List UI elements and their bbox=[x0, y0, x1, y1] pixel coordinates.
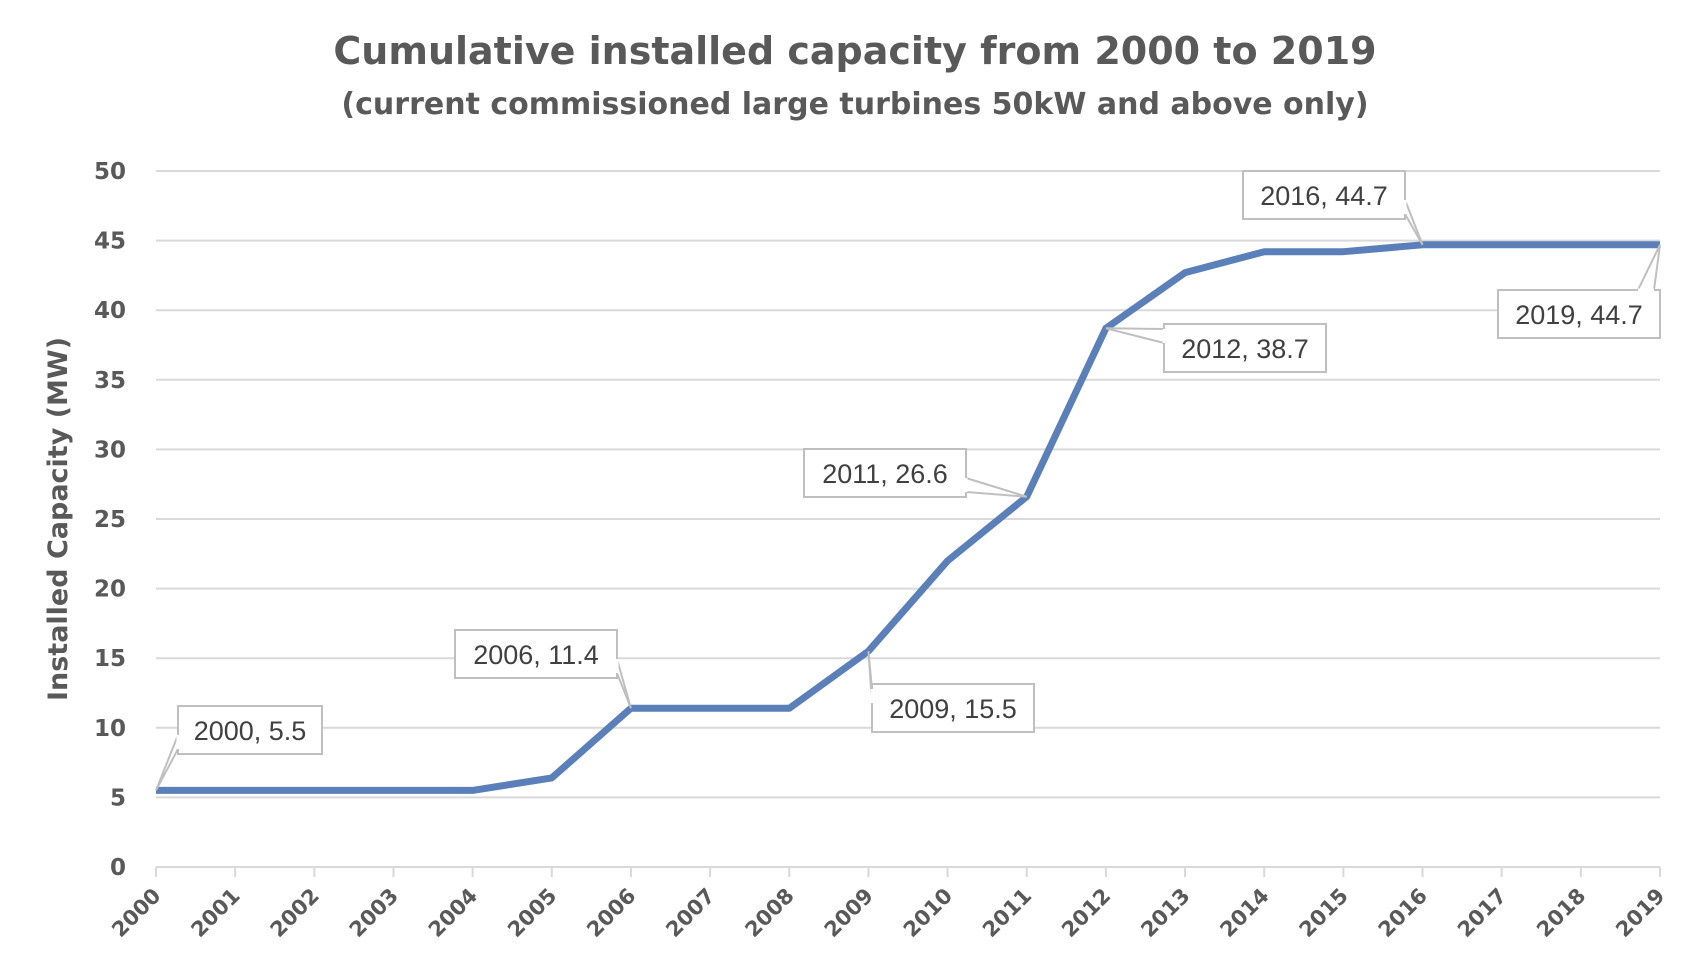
y-tick-label: 50 bbox=[94, 159, 126, 185]
callout-pointer bbox=[616, 658, 632, 709]
x-tick-label: 2003 bbox=[345, 884, 403, 942]
y-tick-label: 15 bbox=[94, 646, 126, 672]
data-label: 2012, 38.7 bbox=[1181, 334, 1309, 364]
x-tick-label: 2005 bbox=[503, 884, 561, 942]
data-label: 2016, 44.7 bbox=[1260, 181, 1388, 211]
x-tick-label: 2014 bbox=[1215, 884, 1273, 942]
y-tick-label: 40 bbox=[94, 298, 126, 324]
y-tick-label: 5 bbox=[110, 785, 126, 811]
data-label-callout: 2011, 26.6 bbox=[803, 448, 1028, 498]
data-label: 2011, 26.6 bbox=[822, 459, 948, 489]
callout-pointer bbox=[965, 476, 1028, 498]
y-tick-label: 0 bbox=[110, 855, 126, 881]
x-tick-label: 2018 bbox=[1532, 884, 1590, 942]
data-label-callout: 2006, 11.4 bbox=[454, 629, 632, 709]
callout-pointer bbox=[155, 734, 179, 791]
y-tick-label: 35 bbox=[94, 368, 126, 394]
y-tick-label: 45 bbox=[94, 229, 126, 255]
data-label: 2009, 15.5 bbox=[889, 694, 1017, 724]
chart-title: Cumulative installed capacity from 2000 … bbox=[333, 29, 1376, 73]
x-axis: 2000 2001 2002 2003 2004 2005 2006 2007 2008 2009… bbox=[107, 866, 1670, 942]
x-tick-label: 2012 bbox=[1057, 884, 1115, 942]
y-tick-label: 25 bbox=[94, 507, 126, 533]
callout-box bbox=[1163, 323, 1327, 373]
x-tick-label: 2000 bbox=[107, 884, 165, 942]
data-label: 2019, 44.7 bbox=[1515, 300, 1643, 330]
callout-box bbox=[1242, 170, 1406, 220]
x-tick-label: 2001 bbox=[186, 884, 244, 942]
x-tick-label: 2006 bbox=[582, 884, 640, 942]
series-group bbox=[156, 241, 1660, 794]
data-label-callout: 2012, 38.7 bbox=[1105, 323, 1327, 373]
x-tick-label: 2019 bbox=[1611, 884, 1669, 942]
x-tick-label: 2011 bbox=[978, 884, 1036, 942]
callout-box bbox=[871, 683, 1035, 733]
y-tick-label: 30 bbox=[94, 437, 126, 463]
callout-pointer bbox=[1105, 327, 1165, 345]
x-tick-label: 2013 bbox=[1136, 884, 1194, 942]
x-tick-label: 2008 bbox=[740, 884, 798, 942]
y-axis-ticks: 0 5 10 15 20 25 30 35 40 45 50 bbox=[94, 159, 126, 881]
x-tick-label: 2016 bbox=[1374, 884, 1432, 942]
x-tick-label: 2004 bbox=[424, 884, 482, 942]
data-label-group: 2000, 5.5 2006, 11.4 2009, 15.5 2011, 26.6 2… bbox=[155, 170, 1661, 791]
data-label-callout: 2000, 5.5 bbox=[155, 705, 323, 791]
x-tick-label: 2009 bbox=[820, 884, 878, 942]
callout-pointer bbox=[1636, 244, 1661, 291]
x-tick-label: 2015 bbox=[1295, 884, 1353, 942]
data-label-callout: 2016, 44.7 bbox=[1242, 170, 1424, 246]
series-line bbox=[156, 241, 1660, 794]
x-tick-label: 2007 bbox=[661, 884, 719, 942]
x-tick-label: 2002 bbox=[266, 884, 324, 942]
callout-box bbox=[177, 705, 323, 755]
data-label: 2006, 11.4 bbox=[473, 640, 599, 670]
y-tick-label: 20 bbox=[94, 577, 126, 603]
callout-box bbox=[803, 448, 967, 498]
data-label: 2000, 5.5 bbox=[194, 716, 307, 746]
chart-subtitle: (current commissioned large turbines 50k… bbox=[341, 87, 1368, 122]
data-label-callout: 2019, 44.7 bbox=[1497, 244, 1661, 339]
y-tick-label: 10 bbox=[94, 716, 126, 742]
callout-box bbox=[454, 629, 618, 679]
callout-pointer bbox=[1404, 199, 1424, 246]
data-label-callout: 2009, 15.5 bbox=[867, 651, 1035, 733]
x-tick-label: 2010 bbox=[899, 884, 957, 942]
y-axis-title: Installed Capacity (MW) bbox=[43, 337, 74, 701]
x-tick-label: 2017 bbox=[1453, 884, 1511, 942]
callout-box bbox=[1497, 289, 1661, 339]
